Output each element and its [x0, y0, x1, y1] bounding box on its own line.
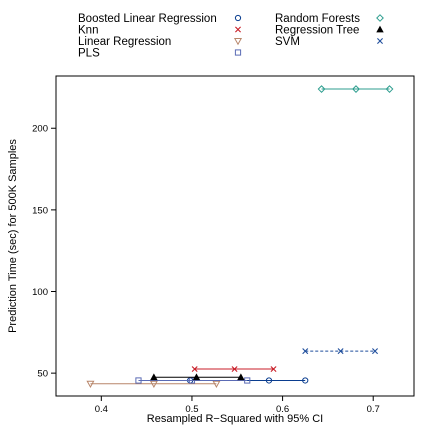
x-axis: 0.4 0.5 0.6 0.7: [95, 396, 380, 415]
ci-lower-point: [135, 377, 142, 384]
ci-lower-point: [191, 366, 198, 373]
y-tick-label: 100: [32, 287, 48, 298]
y-tick-label: 200: [32, 124, 48, 135]
legend-marker: [233, 37, 243, 46]
ci-upper-point: [237, 373, 245, 381]
ci-upper-point: [302, 377, 309, 384]
legend-label: PLS: [78, 48, 100, 60]
series-svm: [302, 348, 379, 355]
legend-entry: SVM: [275, 36, 383, 48]
series-regression-tree: [150, 373, 245, 381]
estimate-point: [352, 85, 360, 93]
x-tick-label: 0.5: [185, 404, 198, 415]
series-linear-regression: [86, 380, 221, 388]
x-tick-label: 0.7: [367, 404, 380, 415]
estimate-point: [192, 373, 201, 381]
y-tick-label: 150: [32, 205, 48, 216]
legend-label: Regression Tree: [275, 25, 359, 37]
series-pls: [135, 377, 251, 384]
legend-label: SVM: [275, 36, 300, 48]
legend-marker: [376, 14, 384, 22]
estimate-point: [149, 380, 158, 388]
estimate-point: [188, 377, 196, 384]
ci-upper-point: [385, 85, 394, 93]
y-axis: 50 100 150 200: [32, 124, 56, 380]
legend-marker: [377, 38, 383, 44]
legend-entry: Knn: [78, 25, 241, 37]
x-tick-label: 0.4: [95, 404, 108, 415]
ci-lower-point: [317, 85, 326, 93]
series-knn: [191, 366, 277, 373]
legend-entry: PLS: [78, 48, 242, 60]
legend-marker: [234, 14, 242, 22]
legend-marker: [235, 26, 241, 33]
legend-marker: [234, 49, 242, 56]
legend-entry: Random Forests: [275, 13, 384, 25]
estimate-point: [337, 348, 344, 355]
x-tick-label: 0.6: [276, 404, 289, 415]
legend-entry: Regression Tree: [275, 25, 384, 37]
y-tick-label: 50: [37, 369, 48, 380]
plot-frame: [55, 75, 415, 397]
series-random-forests: [317, 85, 394, 93]
x-axis-title: Resampled R−Squared with 95% CI: [147, 413, 323, 425]
estimate-point: [231, 366, 238, 373]
ci-lower-point: [150, 373, 158, 381]
legend-label: Knn: [78, 25, 98, 37]
legend-entry: Boosted Linear Regression: [78, 13, 242, 25]
ci-lower-point: [86, 380, 95, 388]
ci-upper-point: [372, 348, 379, 355]
ci-lower-point: [302, 348, 309, 355]
estimate-point: [265, 377, 273, 384]
y-axis-title: Prediction Time (sec) for 500K Samples: [7, 139, 19, 333]
ci-upper-point: [270, 366, 277, 373]
plot-area: [86, 85, 394, 388]
ci-upper-point: [244, 377, 251, 384]
legend-marker: [376, 25, 384, 33]
legend-entry: Linear Regression: [78, 36, 243, 48]
legend-label: Linear Regression: [78, 36, 171, 48]
legend-label: Random Forests: [275, 13, 360, 25]
legend-label: Boosted Linear Regression: [78, 13, 217, 25]
ci-upper-point: [212, 380, 221, 388]
